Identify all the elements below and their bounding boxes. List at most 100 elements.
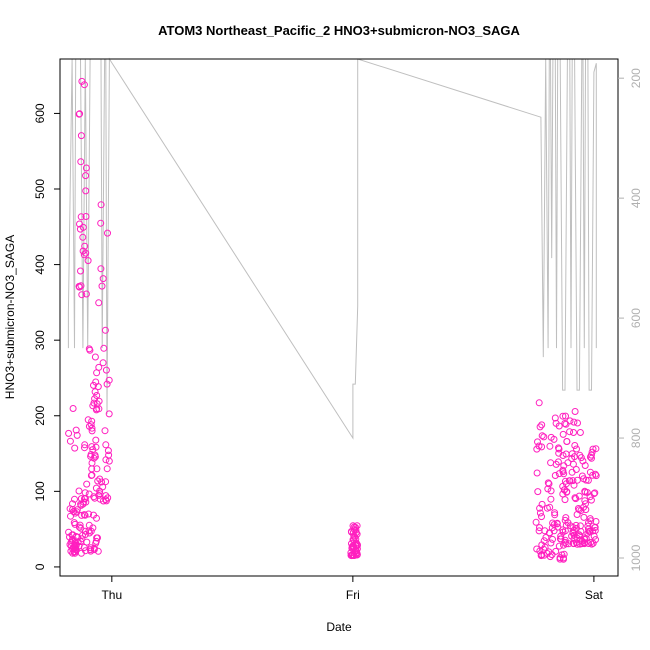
data-point	[95, 299, 103, 307]
x-axis-label: Date	[326, 620, 352, 634]
data-point	[571, 494, 579, 502]
data-point	[70, 519, 78, 527]
data-point	[575, 492, 583, 500]
data-point	[69, 405, 77, 412]
data-point	[92, 436, 100, 444]
data-point	[86, 346, 94, 354]
data-point	[557, 532, 565, 540]
data-point	[553, 519, 561, 527]
chart-title: ATOM3 Northeast_Pacific_2 HNO3+submicron…	[158, 23, 520, 38]
data-point	[571, 442, 579, 449]
data-point	[547, 459, 555, 467]
data-point	[99, 359, 107, 367]
data-point	[94, 477, 102, 485]
data-point	[82, 164, 90, 172]
data-point	[73, 506, 81, 514]
data-point	[576, 429, 584, 436]
x-tick-label: Fri	[346, 588, 360, 602]
data-point	[351, 548, 359, 556]
data-point	[552, 419, 560, 427]
data-point	[84, 257, 92, 265]
data-point	[563, 438, 571, 445]
plot-frame	[59, 58, 619, 577]
data-point	[353, 541, 361, 549]
data-point	[587, 517, 595, 525]
data-point	[82, 290, 90, 298]
data-point	[546, 503, 554, 511]
data-point	[559, 466, 567, 474]
data-point	[587, 496, 595, 504]
data-point	[581, 488, 589, 496]
data-point	[562, 420, 570, 428]
data-point	[90, 493, 98, 501]
data-point	[99, 275, 107, 283]
data-point	[536, 509, 544, 517]
data-point	[77, 282, 85, 290]
data-point	[533, 545, 541, 553]
data-point	[350, 552, 358, 559]
data-point	[96, 475, 104, 483]
data-point	[100, 344, 108, 352]
data-point	[82, 547, 89, 555]
data-point	[85, 490, 93, 498]
data-point	[574, 419, 581, 427]
altitude-line	[67, 57, 597, 440]
data-point	[557, 535, 565, 543]
data-point	[538, 421, 546, 429]
y-tick-label: 200	[33, 405, 47, 425]
data-point	[545, 480, 553, 488]
data-point	[570, 429, 577, 436]
data-point	[552, 460, 560, 468]
data-point	[104, 494, 112, 502]
data-point	[551, 414, 559, 422]
data-point	[535, 527, 543, 535]
data-point	[559, 412, 567, 420]
data-point	[87, 527, 95, 535]
data-point	[95, 405, 103, 413]
data-point	[102, 456, 110, 464]
data-point	[576, 522, 584, 530]
data-point	[581, 462, 589, 469]
data-point	[592, 445, 600, 453]
data-point	[95, 491, 103, 499]
data-point	[352, 523, 359, 531]
x-tick-label: Sat	[585, 588, 604, 602]
y2-tick-label: 400	[629, 188, 643, 208]
y-axis-label: HNO3+submicron-NO3_SAGA	[3, 235, 17, 399]
data-point	[80, 498, 88, 506]
data-point	[92, 443, 100, 451]
data-point	[102, 478, 110, 486]
data-point	[81, 489, 89, 497]
data-point	[569, 477, 577, 485]
data-point	[96, 490, 104, 498]
data-point	[82, 172, 90, 180]
data-point	[91, 388, 99, 396]
data-point	[69, 500, 76, 508]
data-point	[76, 220, 83, 228]
data-point	[586, 527, 594, 535]
data-point	[348, 528, 355, 536]
data-point	[552, 547, 560, 555]
data-point	[542, 534, 550, 541]
data-point	[585, 519, 592, 527]
data-point	[535, 399, 543, 407]
data-point	[546, 442, 554, 450]
data-point	[584, 529, 592, 537]
data-point	[101, 427, 109, 435]
data-point	[580, 475, 588, 483]
data-points-layer	[65, 77, 600, 563]
data-point	[581, 497, 589, 505]
data-point	[87, 451, 95, 458]
data-point	[559, 430, 567, 438]
data-point	[563, 488, 571, 496]
data-point	[103, 465, 111, 473]
data-point	[75, 487, 83, 495]
data-point	[353, 522, 361, 530]
data-point	[564, 459, 572, 467]
y2-tick-label: 600	[629, 308, 643, 328]
data-point	[591, 524, 599, 532]
data-point	[81, 444, 88, 452]
data-point	[88, 427, 96, 435]
data-point	[534, 488, 542, 496]
